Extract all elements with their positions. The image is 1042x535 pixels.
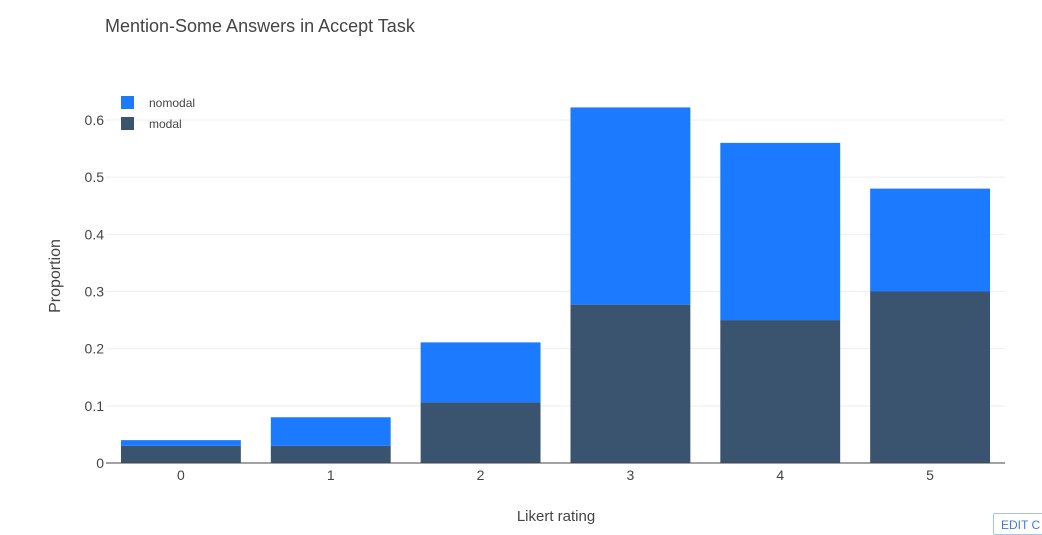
y-tick-label: 0.6 [85,112,105,128]
legend-swatch-modal [121,117,134,130]
legend[interactable]: nomodal modal [121,96,195,131]
bar-nomodal-3[interactable] [570,107,691,305]
y-tick-label: 0 [96,455,104,471]
bar-nomodal-1[interactable] [270,417,391,446]
bar-nomodal-2[interactable] [420,342,541,403]
x-tick-label: 1 [327,467,335,483]
y-axis-label: Proportion [47,239,64,313]
y-tick-label: 0.4 [85,226,105,242]
x-tick-label: 0 [177,467,185,483]
x-tick-label: 4 [776,467,784,483]
bar-modal-2[interactable] [420,402,541,463]
bar-nomodal-0[interactable] [120,440,241,446]
x-tick-label: 5 [926,467,934,483]
edit-chart-button[interactable]: EDIT C [993,513,1042,535]
y-tick-labels: 0 0.1 0.2 0.3 0.4 0.5 0.6 [85,112,105,471]
x-tick-label: 2 [477,467,485,483]
bar-nomodal-5[interactable] [870,188,991,292]
y-tick-label: 0.1 [85,398,105,414]
bar-modal-5[interactable] [870,291,991,464]
bar-modal-0[interactable] [120,445,241,463]
gridlines [106,119,1005,407]
legend-label-nomodal[interactable]: nomodal [149,96,195,110]
legend-swatch-nomodal [121,96,134,109]
bar-modal-1[interactable] [270,445,391,463]
bar-modal-4[interactable] [720,320,841,463]
bar-modal-3[interactable] [570,304,691,463]
y-tick-label: 0.5 [85,169,105,185]
y-tick-label: 0.3 [85,284,105,300]
chart-title: Mention-Some Answers in Accept Task [105,16,416,36]
y-tick-label: 0.2 [85,341,105,357]
bar-nomodal-4[interactable] [720,142,841,321]
x-axis-label: Likert rating [517,508,595,525]
bars [120,107,991,464]
x-tick-labels: 0 1 2 3 4 5 [177,467,934,483]
legend-label-modal[interactable]: modal [149,117,182,131]
x-tick-label: 3 [627,467,635,483]
